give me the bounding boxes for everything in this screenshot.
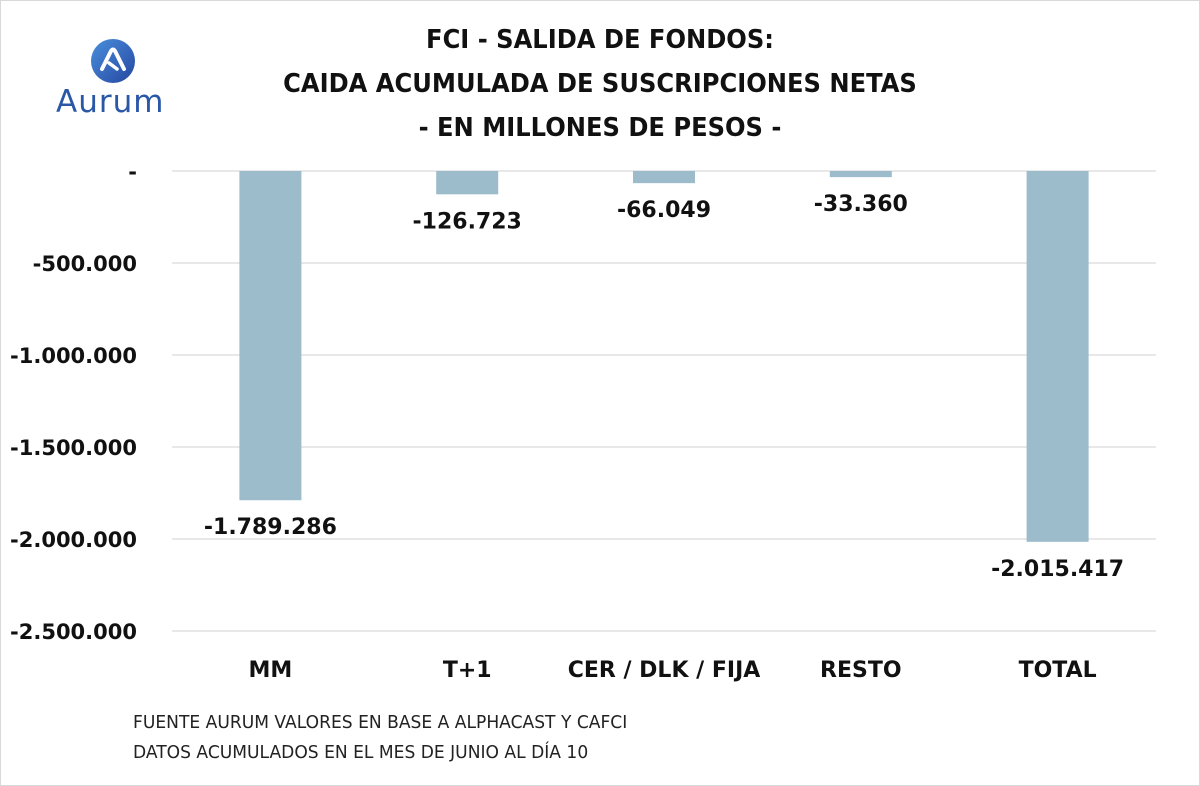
- x-tick-label: MM: [249, 658, 293, 683]
- chart-title-line-2: CAIDA ACUMULADA DE SUSCRIPCIONES NETAS: [283, 69, 917, 99]
- x-tick-label: RESTO: [820, 658, 902, 683]
- brand-logo: Aurum: [50, 38, 180, 120]
- data-label: -66.049: [617, 198, 711, 223]
- chart-title-line-1: FCI - SALIDA DE FONDOS:: [426, 25, 774, 55]
- bar: [239, 171, 302, 501]
- y-tick-label: -2.500.000: [10, 620, 137, 644]
- data-label: -2.015.417: [991, 557, 1124, 582]
- y-tick-label: -1.000.000: [10, 344, 137, 368]
- data-label: -126.723: [413, 209, 522, 234]
- y-tick-label: -1.500.000: [10, 436, 137, 460]
- x-tick-label: CER / DLK / FIJA: [568, 658, 761, 683]
- footnotes: FUENTE AURUM VALORES EN BASE A ALPHACAST…: [133, 708, 627, 768]
- bar: [1026, 171, 1089, 542]
- data-label: -33.360: [814, 192, 908, 217]
- brand-name: Aurum: [56, 84, 165, 120]
- footnote-source: FUENTE AURUM VALORES EN BASE A ALPHACAST…: [133, 712, 628, 733]
- footnote-period: DATOS ACUMULADOS EN EL MES DE JUNIO AL D…: [133, 742, 589, 763]
- bar: [436, 171, 499, 195]
- x-tick-label: TOTAL: [1019, 658, 1097, 683]
- y-tick-label: -: [128, 160, 137, 184]
- chart-title-line-3: - EN MILLONES DE PESOS -: [418, 113, 782, 143]
- bar: [633, 171, 695, 184]
- y-tick-label: -2.000.000: [10, 528, 137, 552]
- data-label: -1.789.286: [204, 515, 337, 540]
- y-tick-label: -500.000: [33, 252, 137, 276]
- x-tick-label: T+1: [443, 658, 492, 683]
- aurum-logo-icon: [91, 39, 135, 83]
- chart-title: FCI - SALIDA DE FONDOS: CAIDA ACUMULADA …: [228, 18, 972, 150]
- bar: [829, 171, 892, 178]
